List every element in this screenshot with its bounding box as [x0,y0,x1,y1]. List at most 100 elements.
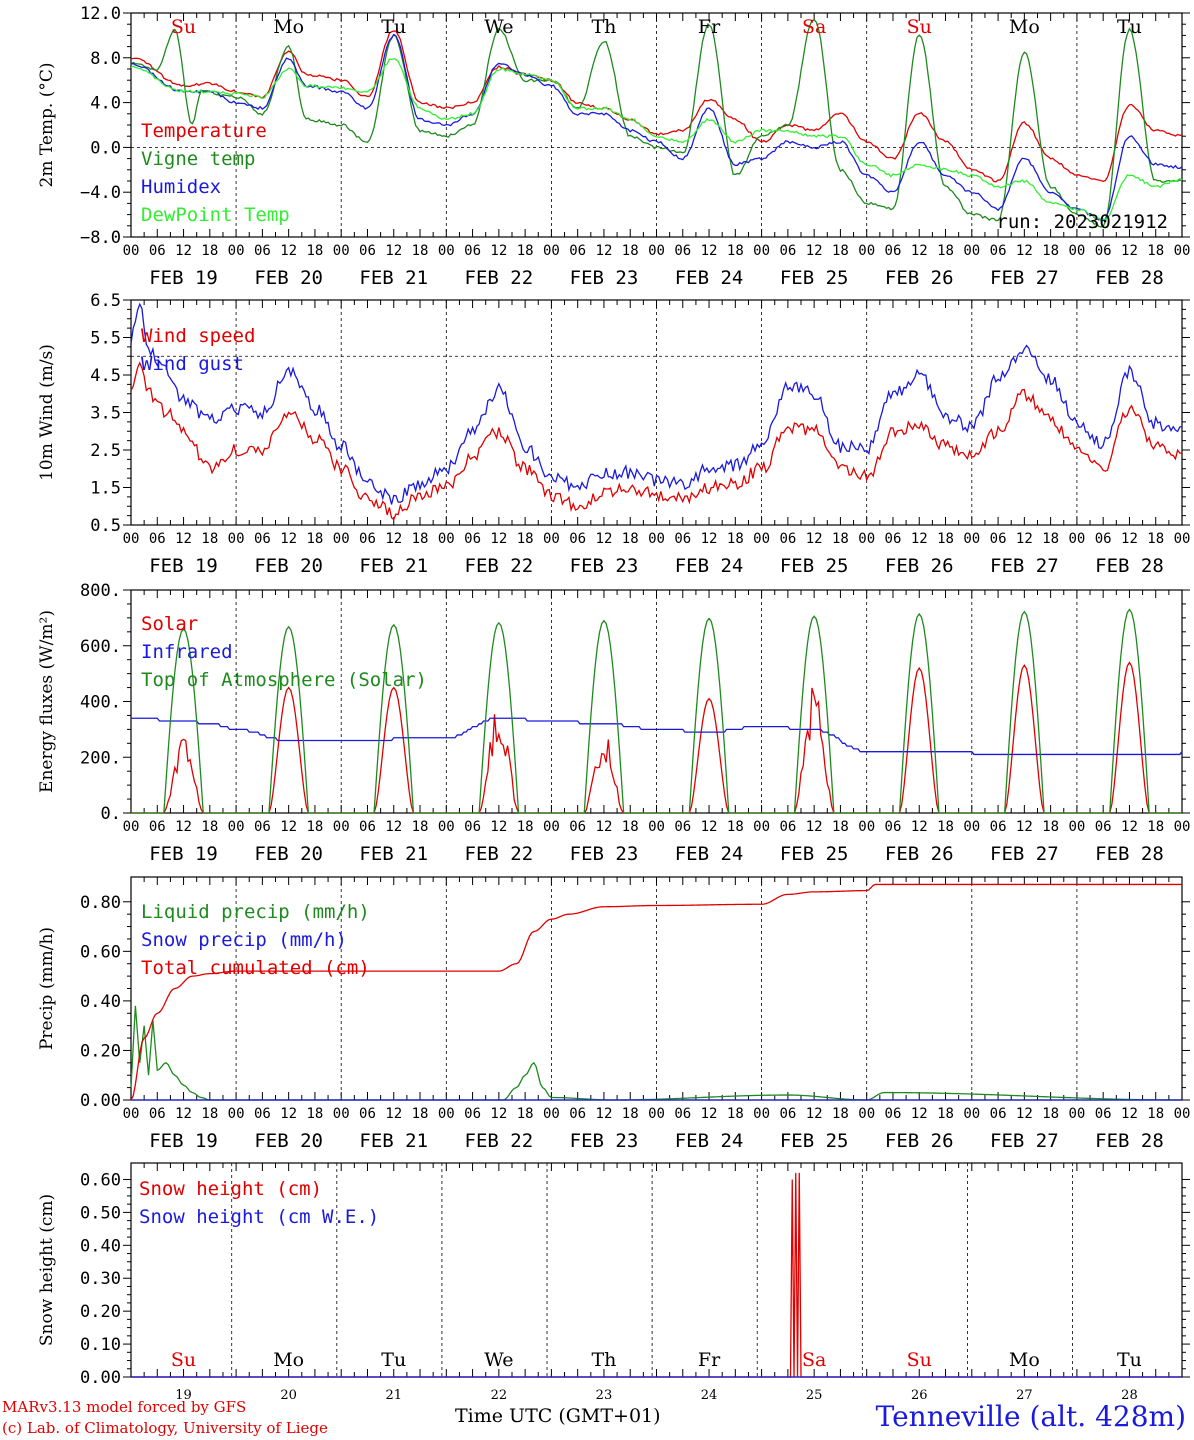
hour-tick-label: 06 [779,1106,796,1122]
weekday-label: Su [171,16,196,38]
day-label: FEB 26 [885,267,954,289]
station-title: Tenneville (alt. 428m) [875,1400,1186,1433]
hour-tick-label: 06 [149,819,166,835]
hour-tick-label: 12 [806,531,823,547]
y-tick-label: 0.00 [80,1091,121,1111]
hour-tick-label: 12 [806,243,823,259]
y-tick-label: 0.80 [80,893,121,913]
day-label: FEB 23 [570,843,639,865]
hour-tick-label: 18 [1042,819,1059,835]
hour-tick-label: 00 [1174,531,1191,547]
hour-tick-label: 18 [412,531,429,547]
y-tick-label: 0.10 [80,1335,121,1355]
hour-tick-label: 06 [149,1106,166,1122]
hour-tick-label: 00 [123,531,140,547]
run-label: run: 2023021912 [996,211,1168,233]
hour-tick-label: 00 [963,1106,980,1122]
hour-tick-label: 00 [858,1106,875,1122]
legend-entry: Wind gust [141,353,244,375]
hour-tick-label: 18 [412,243,429,259]
weekday-label: Mo [273,16,304,38]
hour-tick-label: 12 [1016,243,1033,259]
hour-tick-label: 06 [1095,531,1112,547]
legend-entry: Humidex [141,176,221,198]
hour-tick-label: 18 [832,531,849,547]
hour-tick-label: 12 [911,531,928,547]
hour-tick-label: 18 [937,243,954,259]
y-tick-label: 0.20 [80,1041,121,1061]
y-tick-label: 0.40 [80,992,121,1012]
hour-tick-label: 06 [569,243,586,259]
hour-tick-label: 06 [885,531,902,547]
hour-tick-label: 18 [1147,1106,1164,1122]
hour-tick-label: 18 [832,819,849,835]
weekday-label: Tu [381,16,406,38]
hour-tick-label: 00 [543,819,560,835]
hour-tick-label: 06 [569,531,586,547]
lab-credit: (c) Lab. of Climatology, University of L… [2,1419,328,1437]
day-number-label: 25 [806,1388,823,1403]
day-label: FEB 26 [885,555,954,577]
hour-tick-label: 00 [963,243,980,259]
weekday-label: Mo [1009,1349,1040,1371]
hour-tick-label: 12 [596,243,613,259]
day-number-label: 27 [1016,1388,1033,1403]
y-tick-label: 600. [80,637,121,657]
hour-tick-label: 00 [648,243,665,259]
legend-entry: Snow height (cm) [139,1178,322,1200]
weekday-label: Fr [698,16,721,38]
hour-tick-label: 06 [674,1106,691,1122]
hour-tick-label: 12 [1016,819,1033,835]
hour-tick-label: 00 [438,531,455,547]
hour-tick-label: 18 [832,1106,849,1122]
day-label: FEB 24 [675,1130,744,1152]
hour-tick-label: 06 [149,243,166,259]
y-tick-label: 400. [80,693,121,713]
hour-tick-label: 18 [1147,243,1164,259]
hour-tick-label: 00 [1068,531,1085,547]
hour-tick-label: 12 [385,243,402,259]
weekday-label: Mo [1009,16,1040,38]
hour-tick-label: 00 [753,1106,770,1122]
hour-tick-label: 18 [412,819,429,835]
hour-tick-label: 12 [175,1106,192,1122]
hour-tick-label: 00 [858,243,875,259]
day-label: FEB 20 [254,267,323,289]
series-line [130,302,1183,505]
hour-tick-label: 00 [123,1106,140,1122]
day-label: FEB 27 [990,1130,1059,1152]
hour-tick-label: 12 [1121,531,1138,547]
day-label: FEB 19 [149,555,218,577]
hour-tick-label: 00 [543,243,560,259]
hour-tick-label: 12 [175,531,192,547]
hour-tick-label: 12 [175,819,192,835]
legend-entry: Solar [141,613,198,635]
hour-tick-label: 00 [963,531,980,547]
hour-tick-label: 12 [701,819,718,835]
y-tick-label: 4.5 [90,366,121,386]
hour-tick-label: 06 [149,531,166,547]
series-line [130,30,1183,183]
day-label: FEB 21 [359,1130,428,1152]
hour-tick-label: 06 [990,1106,1007,1122]
hour-tick-label: 18 [201,531,218,547]
weekday-label: Th [591,1349,616,1371]
hour-tick-label: 18 [517,1106,534,1122]
hour-tick-label: 00 [228,819,245,835]
hour-tick-label: 18 [937,1106,954,1122]
y-tick-label: 0.5 [90,516,121,536]
day-label: FEB 19 [149,843,218,865]
hour-tick-label: 06 [779,243,796,259]
day-label: FEB 25 [780,267,849,289]
day-label: FEB 27 [990,555,1059,577]
hour-tick-label: 12 [175,243,192,259]
y-axis-label: Precip (mm/h) [37,927,57,1050]
model-credit: MARv3.13 model forced by GFS [2,1398,247,1416]
hour-tick-label: 00 [1174,243,1191,259]
hour-tick-label: 18 [1147,819,1164,835]
hour-tick-label: 18 [622,819,639,835]
hour-tick-label: 12 [1016,531,1033,547]
hour-tick-label: 00 [858,819,875,835]
series-line [130,19,1183,228]
